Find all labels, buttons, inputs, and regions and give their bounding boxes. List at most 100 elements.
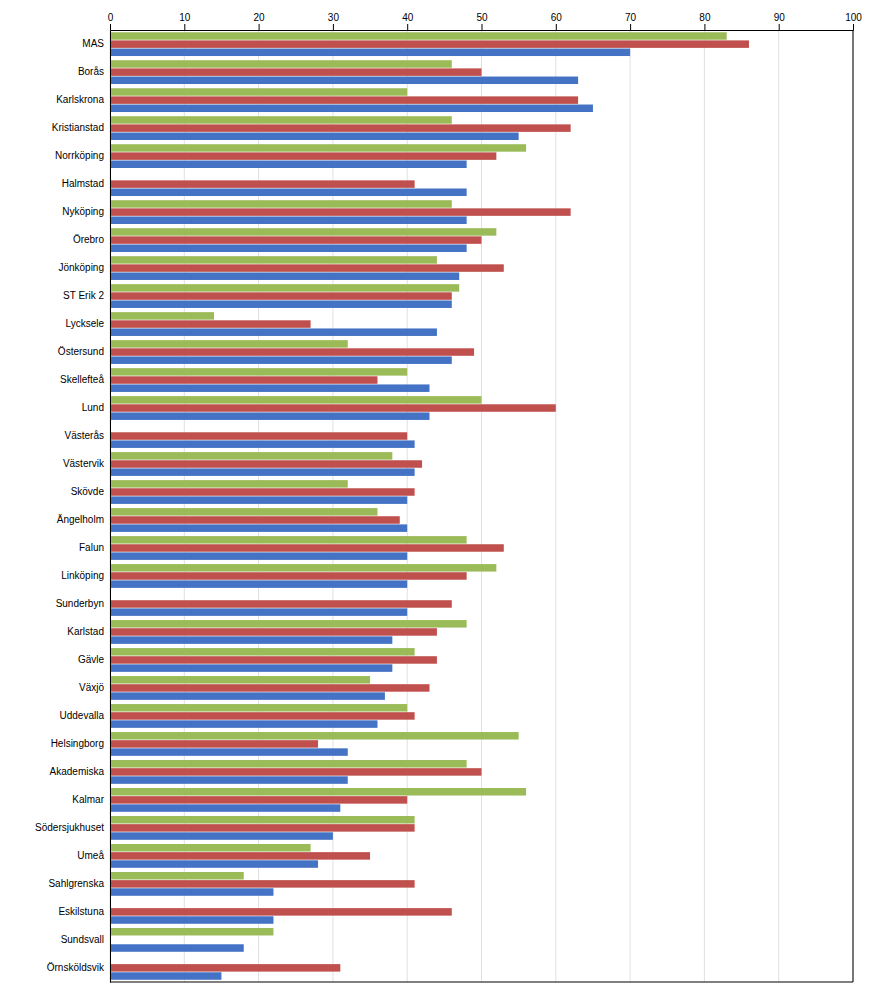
bar [110, 188, 467, 195]
bar [110, 704, 407, 711]
bar [110, 760, 467, 767]
tick-label: Lund [82, 402, 104, 413]
tick: Skellefteå [60, 374, 104, 385]
tick-mark [184, 24, 185, 30]
bar [110, 740, 318, 747]
grid-line [630, 30, 631, 982]
bar [110, 161, 467, 168]
tick-label: Östersund [58, 346, 104, 357]
tick-label: 100 [845, 12, 862, 23]
bar [110, 608, 407, 615]
bar [110, 228, 496, 235]
bar [110, 908, 452, 915]
tick: Akademiska [50, 766, 105, 777]
bar [110, 60, 452, 67]
bar [110, 272, 459, 279]
tick-label: 90 [774, 12, 786, 23]
tick-label: Sahlgrenska [48, 878, 104, 889]
tick-label: Helsingborg [51, 738, 104, 749]
bar [110, 824, 415, 831]
tick: Kalmar [72, 794, 104, 805]
tick-label: Halmstad [62, 178, 104, 189]
chart: 0102030405060708090100MASBoråsKarlskrona… [0, 0, 877, 994]
tick-label: Linköping [61, 570, 104, 581]
bar [110, 396, 482, 403]
tick-label: Västervik [63, 458, 105, 469]
tick: Sunderbyn [56, 598, 104, 609]
tick-label: Nyköping [62, 206, 104, 217]
bar [110, 40, 749, 47]
tick: 40 [402, 12, 414, 30]
tick: 80 [699, 12, 711, 30]
tick-label: Örnsköldsvik [47, 962, 105, 973]
bar [110, 284, 459, 291]
bar [110, 964, 340, 971]
tick: Eskilstuna [58, 906, 104, 917]
bar [110, 684, 429, 691]
grid [110, 30, 853, 982]
tick-label: Uddevalla [60, 710, 105, 721]
bar [110, 133, 519, 140]
tick: 0 [108, 12, 114, 30]
tick-mark [779, 24, 780, 30]
bar [110, 928, 273, 935]
tick-label: Norrköping [55, 150, 104, 161]
series [110, 49, 630, 980]
bar [110, 236, 482, 243]
tick-label: Ängelholm [57, 514, 104, 525]
tick: Sahlgrenska [48, 878, 104, 889]
bar [110, 524, 407, 531]
tick: Umeå [77, 850, 104, 861]
grid-line [407, 30, 408, 982]
bar [110, 664, 392, 671]
bar [110, 656, 437, 663]
bar [110, 264, 504, 271]
tick-label: Södersjukhuset [35, 822, 104, 833]
bar [110, 720, 377, 727]
bar [110, 536, 467, 543]
bar [110, 832, 333, 839]
tick: Uddevalla [60, 710, 105, 721]
bar [110, 636, 392, 643]
bar [110, 580, 407, 587]
bar [110, 208, 571, 215]
tick-label: 20 [254, 12, 266, 23]
bar [110, 356, 452, 363]
tick-mark [630, 24, 631, 30]
bar [110, 216, 467, 223]
axis-line [110, 31, 111, 983]
tick-label: Skövde [71, 486, 105, 497]
tick-label: ST Erik 2 [63, 290, 104, 301]
bar [110, 944, 244, 951]
tick: Örebro [73, 234, 105, 245]
tick: Karlstad [67, 626, 104, 637]
bar [110, 144, 526, 151]
tick: Sundsvall [61, 934, 104, 945]
bar [110, 712, 415, 719]
bar [110, 244, 467, 251]
axis-line [111, 24, 854, 31]
bar [110, 816, 415, 823]
bar [110, 516, 400, 523]
bar [110, 804, 340, 811]
bar [110, 488, 415, 495]
tick-mark [482, 24, 483, 30]
plot: 0102030405060708090100MASBoråsKarlskrona… [35, 12, 862, 983]
tick: Lycksele [65, 318, 104, 329]
bar [110, 972, 221, 979]
tick: Östersund [58, 346, 104, 357]
tick-label: Lycksele [65, 318, 104, 329]
bar [110, 32, 727, 39]
tick-label: Växjö [79, 682, 104, 693]
tick-label: Falun [79, 542, 104, 553]
tick-label: 10 [179, 12, 191, 23]
tick-label: 30 [328, 12, 340, 23]
tick: Skövde [71, 486, 105, 497]
bar [110, 256, 437, 263]
tick: Lund [82, 402, 104, 413]
bar [110, 180, 415, 187]
tick: Karlskrona [56, 94, 104, 105]
tick: 10 [179, 12, 191, 30]
tick: Norrköping [55, 150, 104, 161]
grid-line [704, 30, 705, 982]
